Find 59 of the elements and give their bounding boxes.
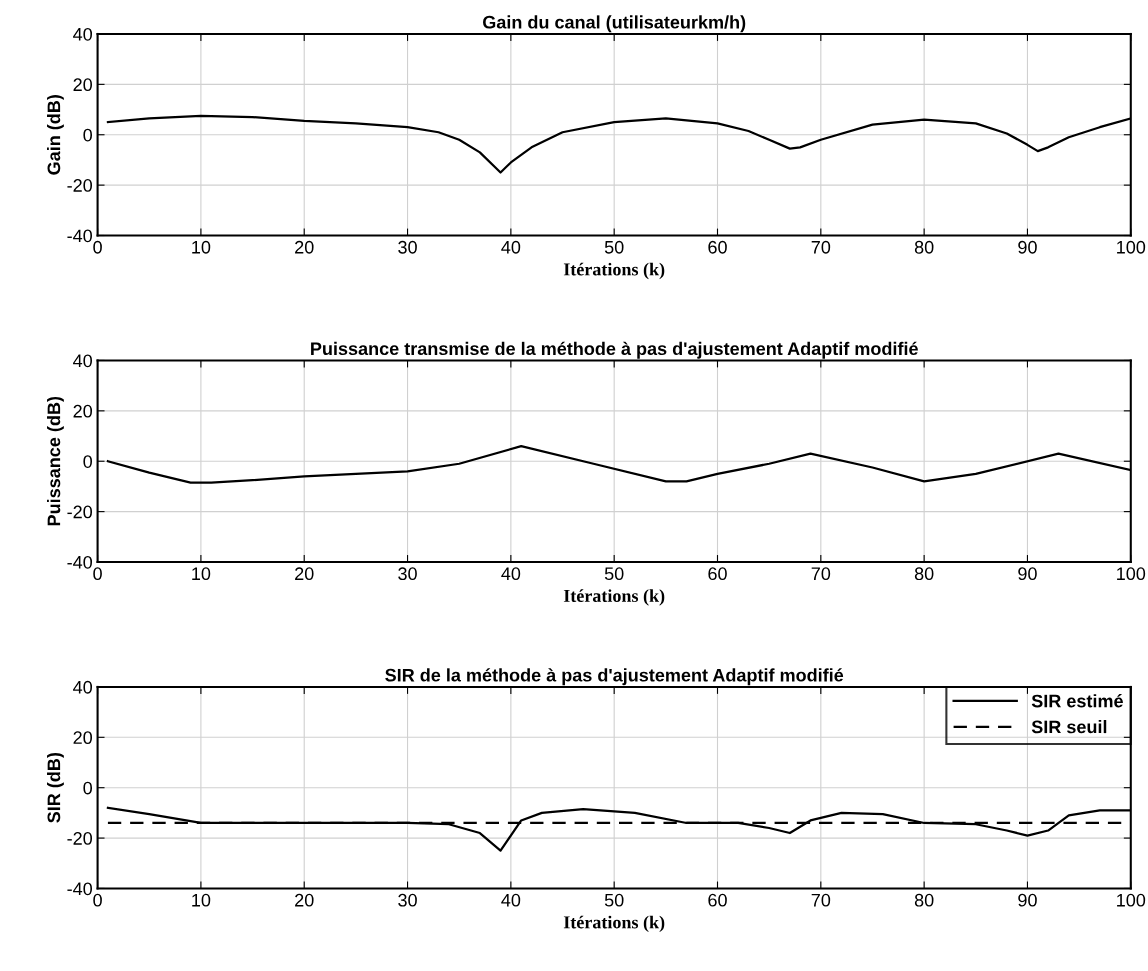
y-tick-label: 20: [73, 731, 93, 745]
x-tick-label: 20: [295, 567, 314, 581]
x-tick-label: 60: [708, 240, 727, 254]
legend-label: SIR estimé: [1031, 694, 1123, 708]
x-tick-label: 40: [501, 567, 521, 581]
y-tick-label: -40: [67, 229, 93, 243]
legend-label: SIR seuil: [1031, 720, 1107, 734]
y-tick-label: 0: [83, 128, 93, 142]
x-tick-label: 40: [501, 240, 521, 254]
y-tick-label: -20: [67, 179, 93, 192]
y-tick-label: 0: [83, 781, 93, 795]
x-tick-label: 90: [1018, 240, 1037, 254]
x-tick-label: 50: [604, 240, 624, 254]
y-axis-title: Gain (dB): [47, 95, 64, 175]
y-tick-label: -40: [67, 555, 93, 569]
y-tick-label: 20: [73, 404, 93, 418]
x-tick-label: 30: [398, 893, 417, 907]
x-tick-label: 0: [93, 893, 102, 907]
x-tick-label: 90: [1018, 893, 1037, 907]
x-tick-label: 80: [914, 567, 934, 581]
x-tick-label: 70: [811, 240, 831, 254]
y-axis-title: SIR (dB): [47, 752, 64, 823]
x-tick-label: 60: [708, 567, 727, 581]
y-tick-label: 40: [73, 680, 93, 694]
x-tick-label: 100: [1117, 893, 1146, 907]
x-tick-label: 70: [811, 567, 831, 581]
x-tick-label: 100: [1117, 240, 1146, 254]
x-tick-label: 30: [398, 567, 417, 581]
x-tick-label: 0: [93, 567, 102, 581]
x-axis-title: Itérations (k): [563, 262, 665, 280]
x-tick-label: 80: [914, 240, 934, 254]
x-tick-label: 30: [398, 240, 417, 254]
x-tick-label: 40: [501, 893, 521, 907]
x-tick-label: 20: [295, 893, 314, 907]
x-tick-label: 80: [914, 893, 934, 907]
x-tick-label: 70: [811, 893, 831, 907]
y-tick-label: -20: [67, 832, 93, 845]
x-tick-label: 0: [93, 240, 102, 254]
x-tick-label: 100: [1117, 567, 1146, 581]
x-axis-title: Itérations (k): [563, 589, 665, 606]
x-tick-label: 50: [604, 893, 624, 907]
y-tick-label: 0: [83, 455, 93, 468]
y-tick-label: -40: [67, 882, 93, 896]
y-tick-label: 20: [73, 78, 93, 92]
chart-title: SIR de la méthode à pas d'ajustement Adaptif modifié: [385, 668, 844, 686]
x-tick-label: 90: [1018, 567, 1037, 581]
x-tick-label: 10: [192, 893, 211, 907]
chart-title: Puissance transmise de la méthode à pas d'ajustement Adaptif modifié: [311, 341, 918, 359]
chart-title: Gain du canal (utilisateurkm/h): [483, 15, 746, 33]
x-axis-title: Itérations (k): [563, 915, 665, 933]
x-tick-label: 20: [295, 240, 314, 254]
y-tick-label: -20: [67, 505, 93, 519]
x-tick-label: 60: [708, 893, 727, 907]
y-tick-label: 40: [73, 27, 93, 41]
y-tick-label: 40: [73, 354, 93, 368]
x-tick-label: 10: [192, 240, 211, 254]
x-tick-label: 10: [192, 567, 211, 581]
x-tick-label: 50: [604, 567, 624, 581]
y-axis-title: Puissance (dB): [47, 396, 64, 526]
